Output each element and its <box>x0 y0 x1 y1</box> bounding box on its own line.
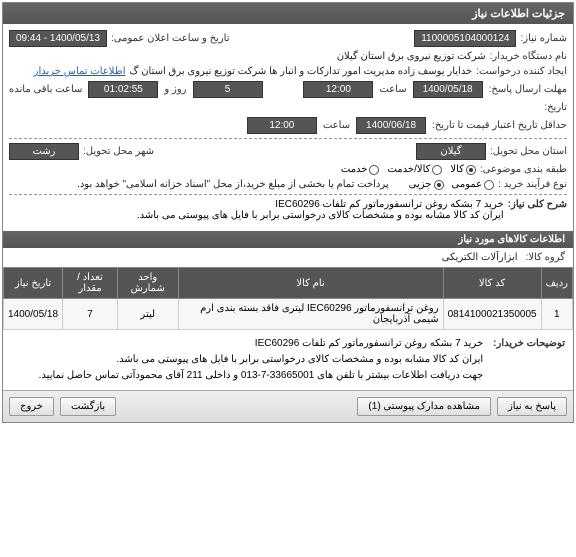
pub-dt-value: 1400/05/13 - 09:44 <box>9 30 107 47</box>
pub-dt-label: تاریخ و ساعت اعلان عمومی: <box>111 33 230 44</box>
exit-button[interactable]: خروج <box>9 397 54 416</box>
radio-icon <box>434 180 444 190</box>
col-row: ردیف <box>541 268 572 299</box>
form-area: شماره نیاز: 1100005104000124 تاریخ و ساع… <box>3 24 573 231</box>
need-details-panel: جزئیات اطلاعات نیاز شماره نیاز: 11000051… <box>2 2 574 423</box>
col-name: نام کالا <box>178 268 443 299</box>
validity-label: حداقل تاریخ اعتبار قیمت تا تاریخ: <box>432 120 567 131</box>
remain-label: ساعت باقی مانده <box>9 84 82 95</box>
payment-note: پرداخت تمام یا بخشی از مبلغ خرید،از محل … <box>77 179 389 190</box>
city-label: شهر محل تحویل: <box>83 146 154 157</box>
days-value: 5 <box>193 81 263 98</box>
need-no-label: شماره نیاز: <box>520 33 567 44</box>
buyer-dev-value: شرکت توزیع نیروی برق استان گیلان <box>337 51 486 62</box>
proc-opt-1[interactable]: جزیی <box>409 179 444 190</box>
table-row[interactable]: 1 0814100021350005 روغن ترانسفورماتور IE… <box>4 299 573 330</box>
deadline-label: مهلت ارسال پاسخ: <box>489 84 567 95</box>
radio-icon <box>466 165 476 175</box>
req-creator-label: ایجاد کننده درخواست: <box>476 66 567 77</box>
panel-title: جزئیات اطلاعات نیاز <box>3 3 573 24</box>
footer-bar: پاسخ به نیاز مشاهده مدارک پیوستی (1) باز… <box>3 390 573 422</box>
process-label: نوع فرآیند خرید : <box>498 179 567 190</box>
history-label: تاریخ: <box>544 102 567 113</box>
back-button[interactable]: بازگشت <box>60 397 116 416</box>
buyer-dev-label: نام دستگاه خریدار: <box>490 51 567 62</box>
goods-group-value: ابزارآلات الکتریکی <box>442 252 518 263</box>
need-no-value: 1100005104000124 <box>414 30 516 47</box>
time-label-2: ساعت <box>323 120 350 131</box>
province-label: استان محل تحویل: <box>490 146 567 157</box>
validity-time: 12:00 <box>247 117 317 134</box>
deadline-time: 12:00 <box>303 81 373 98</box>
radio-icon <box>432 165 442 175</box>
province-value: گیلان <box>416 143 486 160</box>
goods-section-title: اطلاعات کالاهای مورد نیاز <box>3 231 573 248</box>
table-header-row: ردیف کد کالا نام کالا واحد شمارش تعداد /… <box>4 268 573 299</box>
category-label: طبقه بندی موضوعی: <box>480 164 567 175</box>
hms-value: 01:02:55 <box>88 81 158 98</box>
reply-button[interactable]: پاسخ به نیاز <box>497 397 567 416</box>
buyer-explain-label: توضیحات خریدار: <box>493 336 565 352</box>
deadline-date: 1400/05/18 <box>413 81 483 98</box>
contact-info-link[interactable]: اطلاعات تماس خریدار <box>34 66 126 77</box>
time-label-1: ساعت <box>379 84 406 95</box>
category-radios: کالا کالا/خدمت خدمت <box>341 164 476 175</box>
validity-date: 1400/06/18 <box>356 117 426 134</box>
cat-opt-1[interactable]: کالا/خدمت <box>387 164 442 175</box>
attachments-button[interactable]: مشاهده مدارک پیوستی (1) <box>357 397 491 416</box>
goods-group-label: گروه کالا: <box>526 252 565 263</box>
cat-opt-0[interactable]: کالا <box>450 164 476 175</box>
proc-opt-0[interactable]: عمومی <box>452 179 495 190</box>
days-label: روز و <box>164 84 186 95</box>
col-unit: واحد شمارش <box>117 268 178 299</box>
cat-opt-2[interactable]: خدمت <box>341 164 380 175</box>
need-title-label: شرح کلی نیاز: <box>508 199 567 210</box>
process-radios: عمومی جزیی <box>409 179 494 190</box>
buyer-explain-text: خرید 7 بشکه روغن ترانسفورماتور کم تلفات … <box>39 336 484 384</box>
radio-icon <box>369 165 379 175</box>
col-code: کد کالا <box>443 268 541 299</box>
goods-table: ردیف کد کالا نام کالا واحد شمارش تعداد /… <box>3 267 573 330</box>
col-qty: تعداد / مقدار <box>63 268 118 299</box>
need-title-text: خرید 7 بشکه روغن ترانسفورماتور کم تلفات … <box>137 199 504 221</box>
col-date: تاریخ نیاز <box>4 268 63 299</box>
req-creator-value: خدایار یوسف زاده مدیریت امور تدارکات و ا… <box>129 66 472 77</box>
radio-icon <box>484 180 494 190</box>
city-value: رشت <box>9 143 79 160</box>
